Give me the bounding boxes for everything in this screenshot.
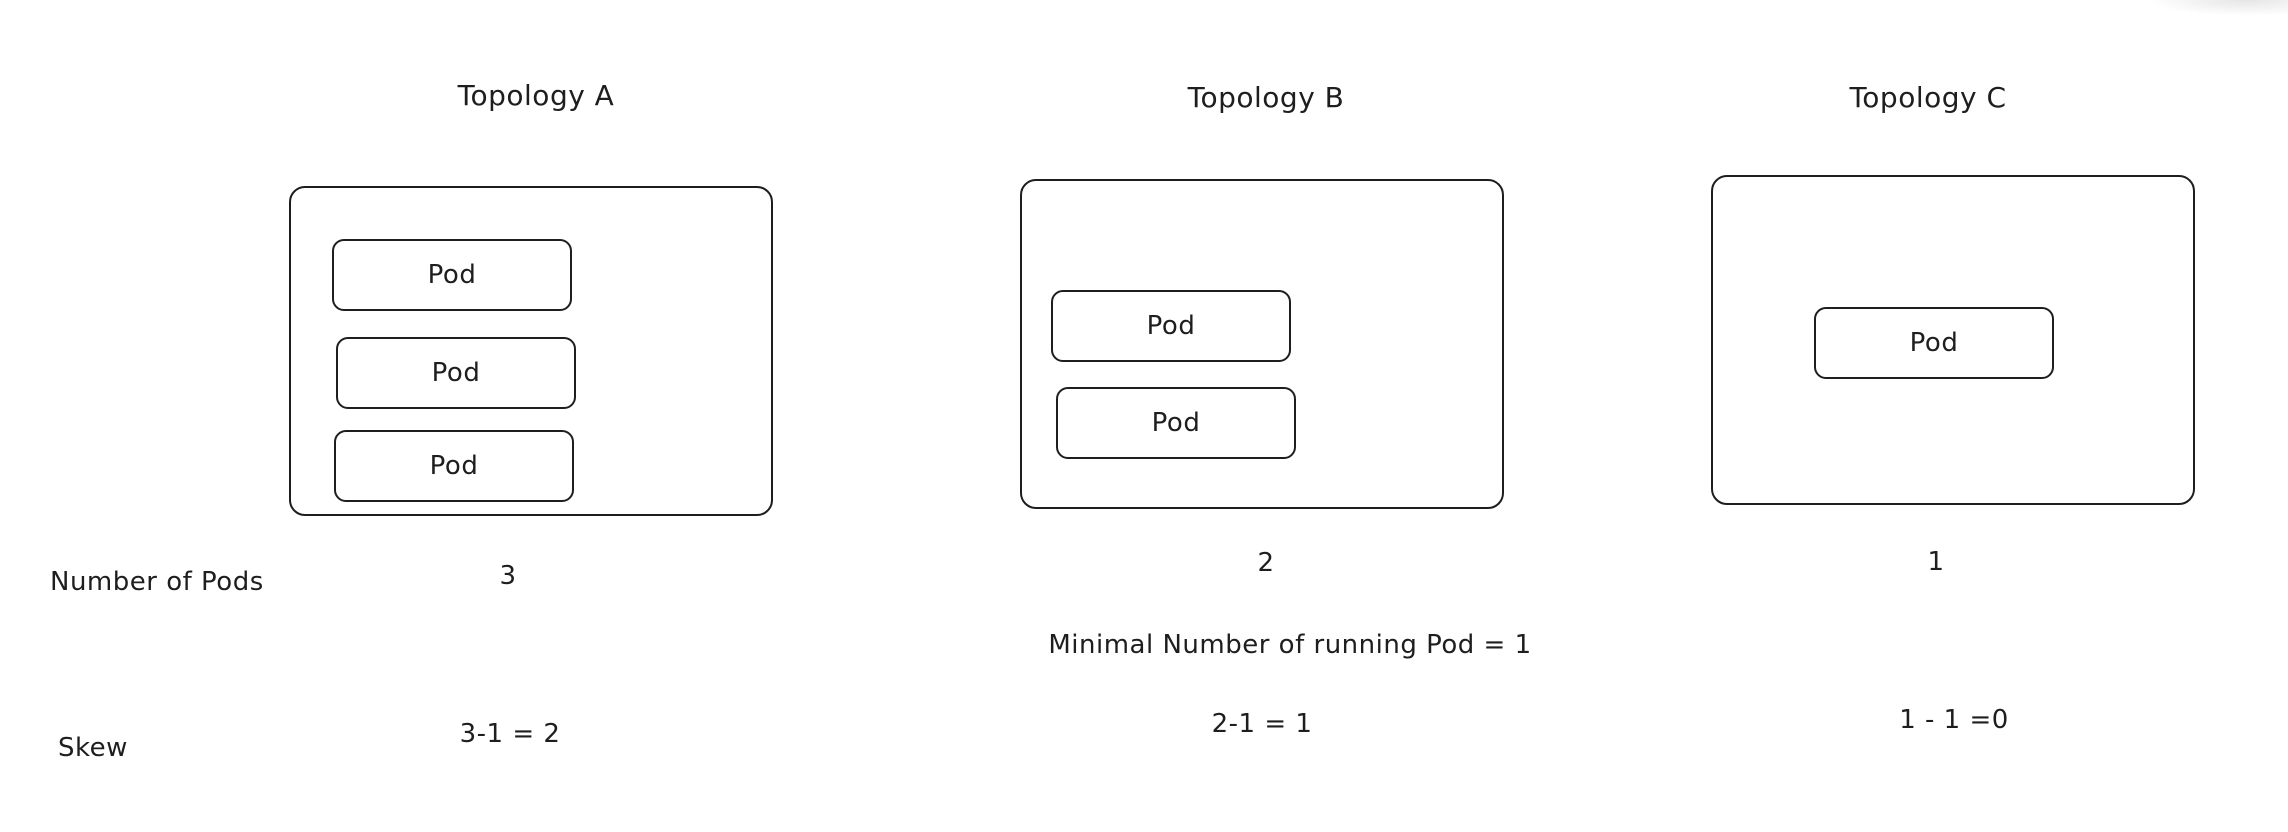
minimal-running-pod-note: Minimal Number of running Pod = 1 bbox=[1048, 630, 1532, 660]
topology-a-skew: 3-1 = 2 bbox=[459, 719, 561, 749]
topology-a-pod-3: Pod bbox=[334, 430, 574, 502]
topology-c-title: Topology C bbox=[1849, 81, 2007, 114]
topology-b-skew: 2-1 = 1 bbox=[1211, 709, 1313, 739]
topology-b-frame bbox=[1020, 179, 1504, 509]
topology-a-pod-count: 3 bbox=[499, 561, 517, 591]
topology-c-pod-1: Pod bbox=[1814, 307, 2054, 379]
row-label-number-of-pods: Number of Pods bbox=[50, 567, 264, 597]
topology-b-pod-count: 2 bbox=[1257, 548, 1275, 578]
topology-c-skew: 1 - 1 =0 bbox=[1899, 705, 2009, 735]
corner-shadow bbox=[2148, 0, 2288, 16]
topology-b-pod-1: Pod bbox=[1051, 290, 1291, 362]
row-label-skew: Skew bbox=[58, 733, 128, 763]
topology-a-pod-1: Pod bbox=[332, 239, 572, 311]
topology-c-pod-count: 1 bbox=[1927, 547, 1945, 577]
topology-b-title: Topology B bbox=[1187, 81, 1345, 114]
topology-b-pod-2: Pod bbox=[1056, 387, 1296, 459]
topology-c-frame bbox=[1711, 175, 2195, 505]
topology-a-title: Topology A bbox=[457, 79, 615, 112]
topology-a-pod-2: Pod bbox=[336, 337, 576, 409]
topology-a-frame bbox=[289, 186, 773, 516]
